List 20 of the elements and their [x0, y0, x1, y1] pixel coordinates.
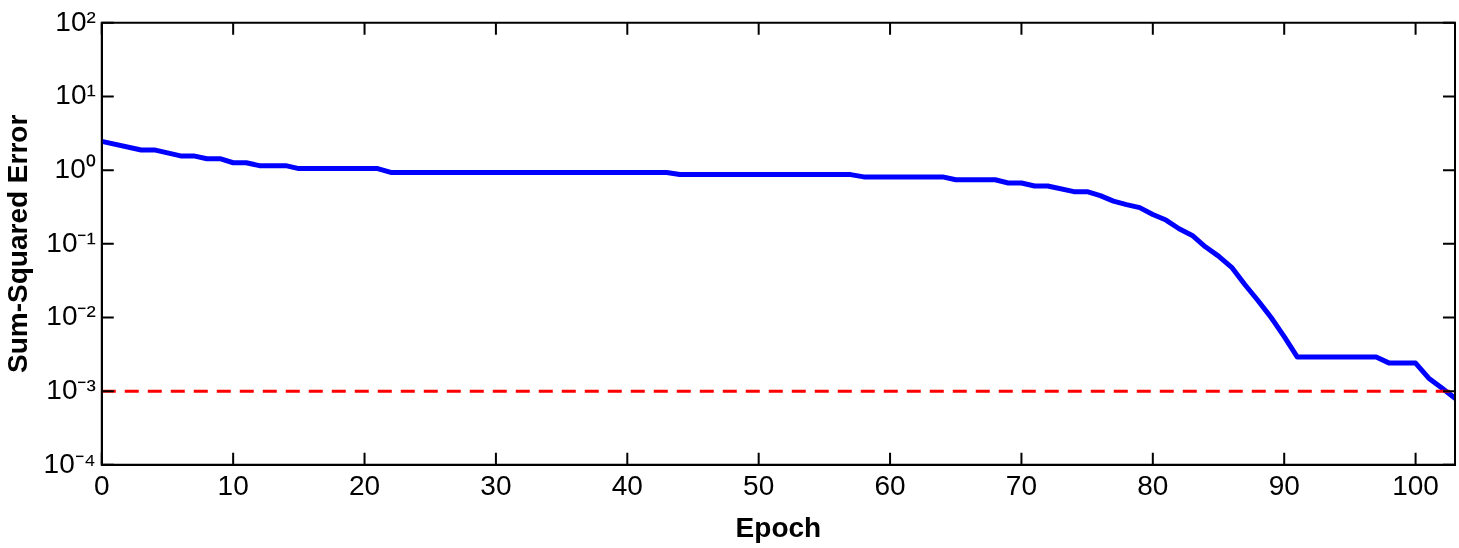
x-tick-label: 60 [874, 470, 906, 502]
x-tick-label: 100 [1392, 470, 1439, 502]
y-axis-title: Sum-Squared Error [1, 114, 33, 373]
y-tick-label: 10⁻² [46, 300, 96, 332]
y-tick-label: 10² [55, 5, 96, 37]
y-tick-label: 10¹ [55, 79, 96, 111]
x-tick-label: 70 [1005, 470, 1038, 502]
x-tick-label: 80 [1137, 470, 1169, 502]
x-axis-title: Epoch [735, 511, 822, 543]
x-tick-label: 30 [480, 470, 512, 502]
y-tick-label: 10⁻¹ [46, 226, 96, 258]
x-tick-label: 90 [1268, 470, 1300, 502]
x-tick-label: 20 [348, 470, 381, 502]
y-tick-label: 10⁻³ [46, 373, 96, 405]
y-tick-label: 10⁻⁴ [43, 447, 96, 479]
x-tick-label: 50 [743, 470, 775, 502]
x-tick-label: 10 [217, 470, 249, 502]
x-tick-label: 0 [93, 470, 110, 502]
y-tick-label: 10⁰ [54, 152, 96, 184]
x-tick-label: 40 [611, 470, 643, 502]
